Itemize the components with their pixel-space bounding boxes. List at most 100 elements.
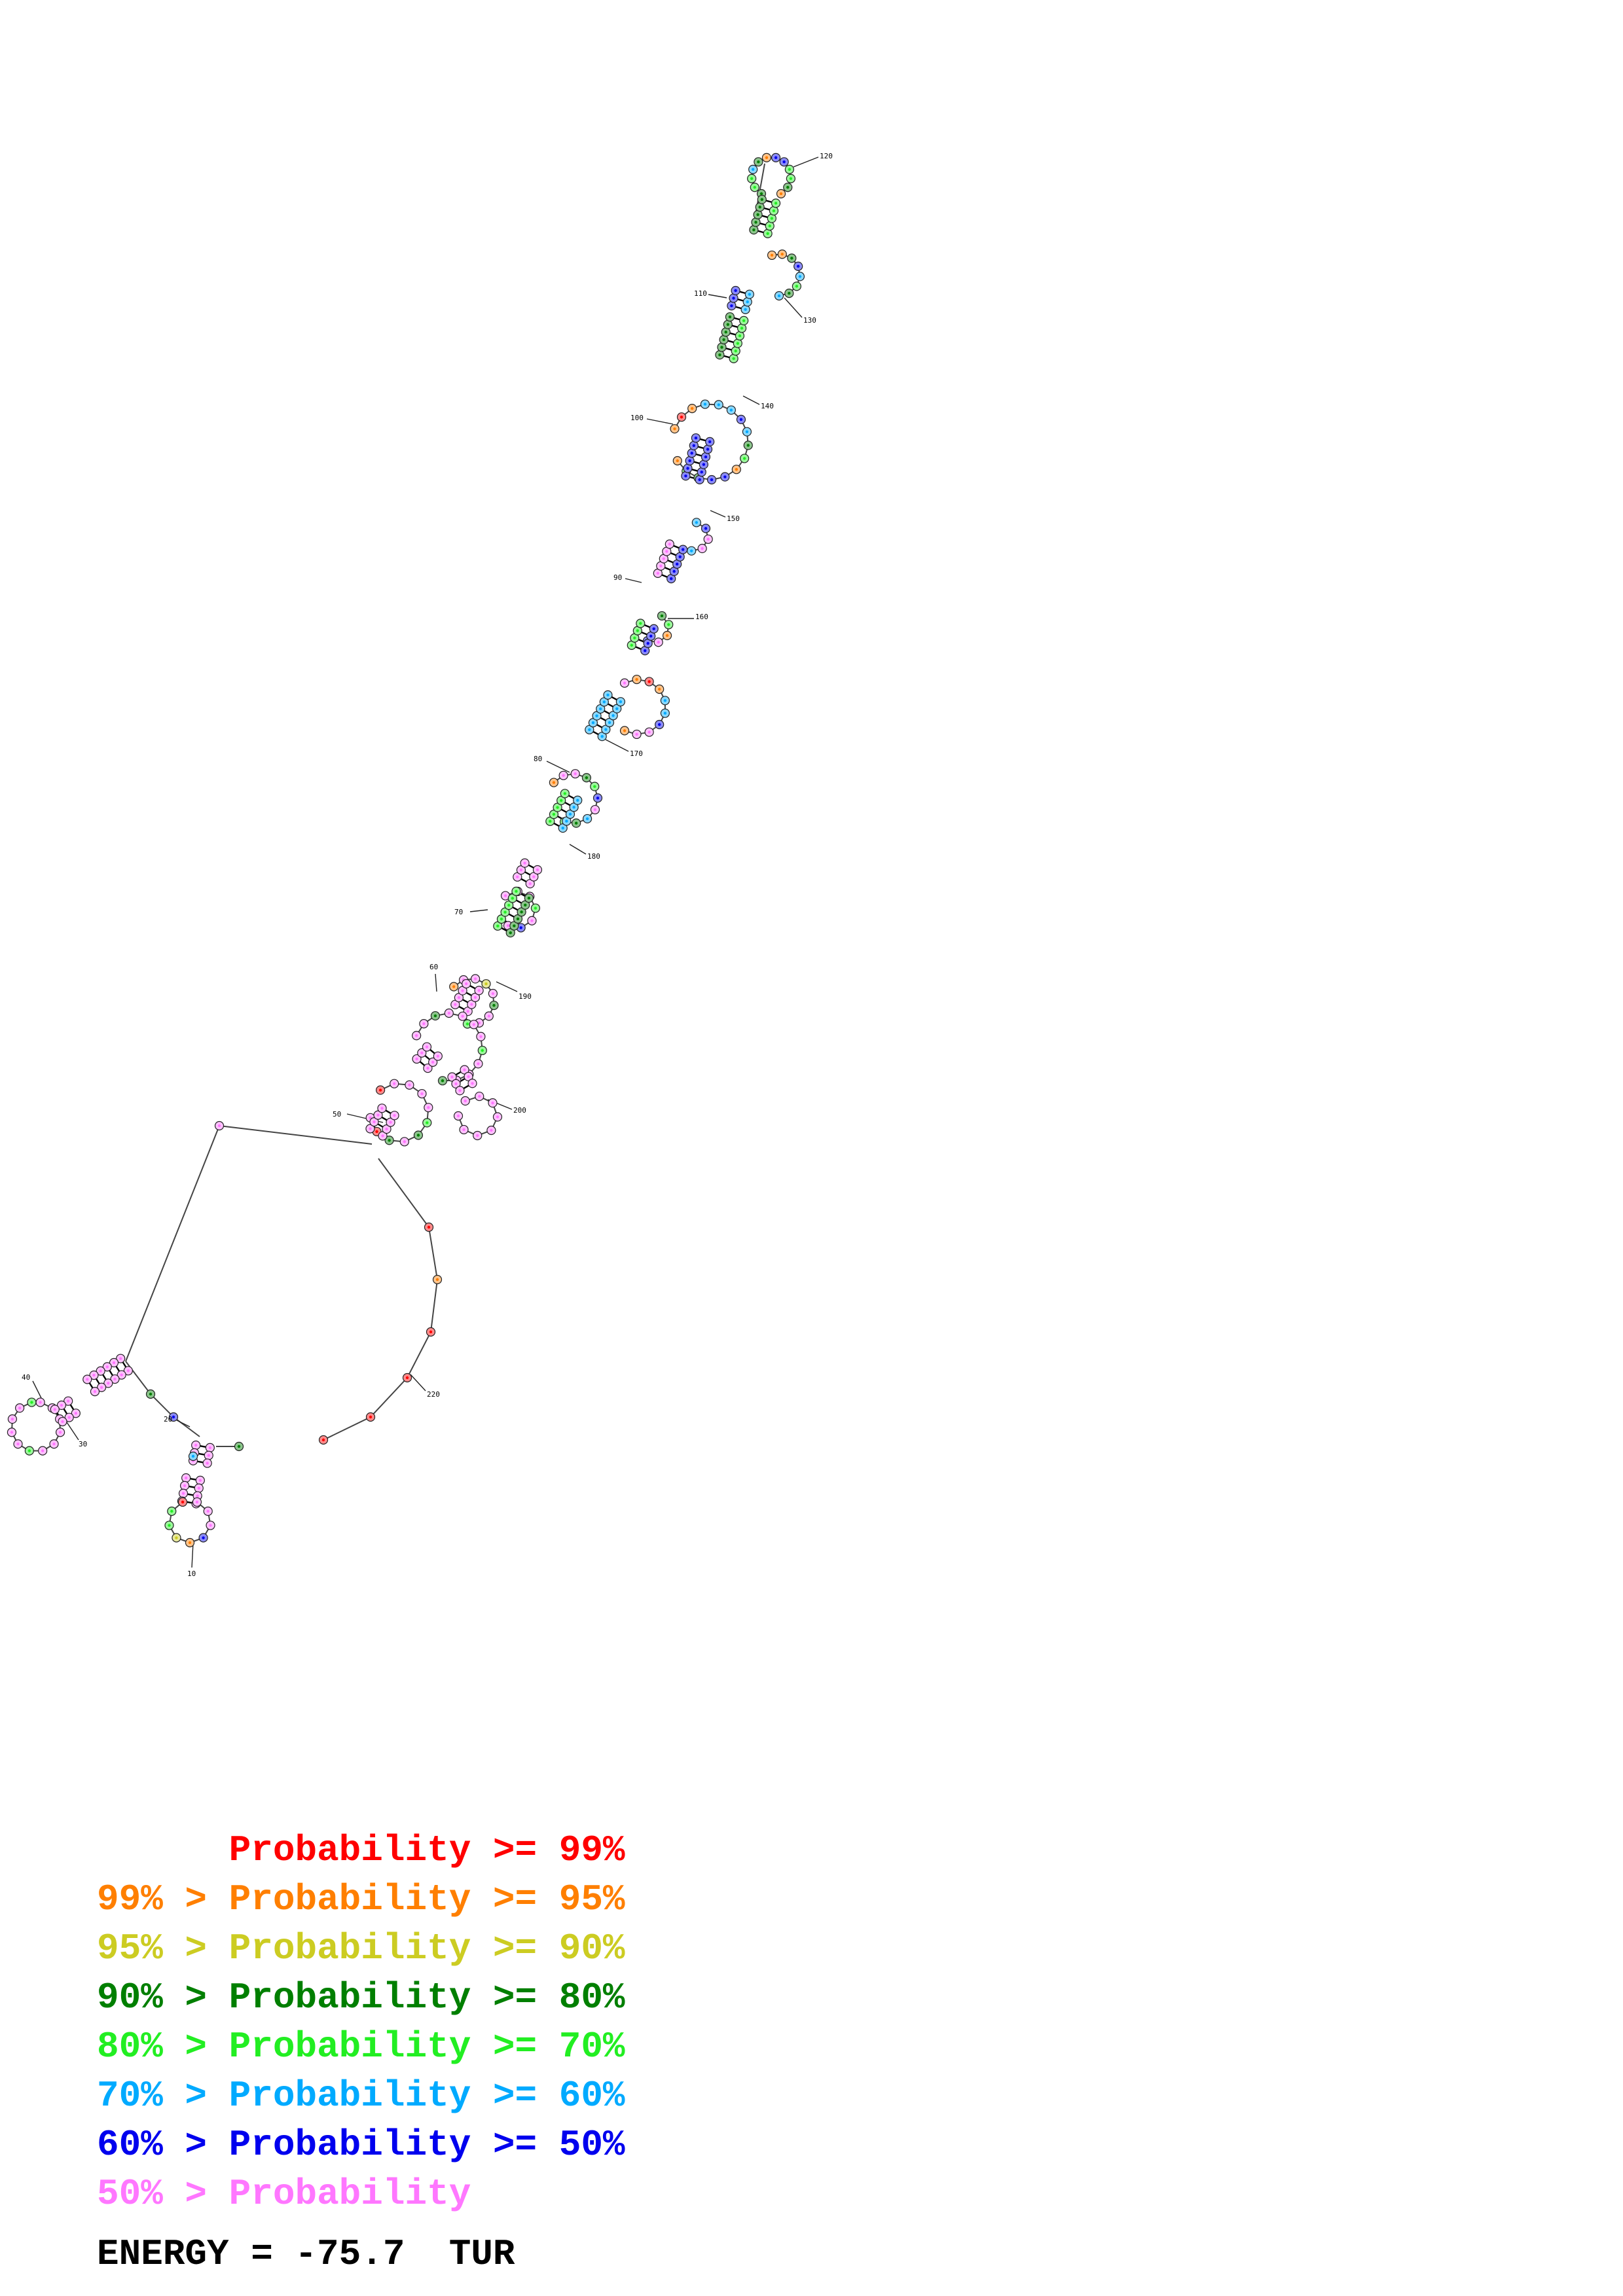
nucleotide-core <box>760 198 763 201</box>
nucleotide-core <box>206 1509 210 1513</box>
nucleotide-core <box>734 289 737 293</box>
nucleotide-core <box>572 806 575 809</box>
nucleotide-core <box>207 1454 210 1457</box>
nucleotide-core <box>461 989 464 992</box>
position-label: 40 <box>22 1373 30 1382</box>
nucleotide-core <box>425 1045 429 1049</box>
nucleotide-core <box>790 257 793 260</box>
nucleotide-core <box>53 1408 57 1411</box>
nucleotide-core <box>704 527 708 530</box>
nucleotide-core <box>708 440 712 444</box>
nucleotide-core <box>16 1443 20 1446</box>
nucleotide-core <box>703 403 707 406</box>
nucleotide-core <box>668 543 671 546</box>
nucleotide-core <box>435 1278 439 1282</box>
nucleotide-core <box>183 1484 187 1488</box>
nucleotide-core <box>113 1377 117 1381</box>
nucleotide-core <box>237 1444 241 1448</box>
nucleotide-core <box>369 1415 373 1419</box>
nucleotide-core <box>206 1462 209 1465</box>
nucleotide-core <box>60 1403 64 1407</box>
nucleotide-core <box>728 315 732 319</box>
nucleotide-core <box>746 300 749 304</box>
nucleotide-core <box>321 1438 325 1442</box>
nucleotide-core <box>369 1127 372 1130</box>
nucleotide-core <box>509 931 512 935</box>
nucleotide-core <box>788 168 792 171</box>
nucleotide-core <box>689 549 693 552</box>
legend-prefix: 99% > <box>97 1878 229 1920</box>
legend-row: 80% > Probability >= 70% <box>97 2022 625 2072</box>
nucleotide-core <box>467 1075 470 1079</box>
nucleotide-core <box>667 623 670 626</box>
nucleotide-core <box>389 1121 392 1124</box>
nucleotide-core <box>730 304 733 308</box>
nucleotide-core <box>457 996 461 999</box>
nucleotide-core <box>690 452 693 455</box>
position-pointer <box>496 981 518 992</box>
nucleotide-core <box>663 699 667 702</box>
nucleotide-core <box>405 1376 409 1380</box>
nucleotide-core <box>403 1140 407 1143</box>
nucleotide-core <box>66 1399 70 1403</box>
nucleotide-core <box>198 1479 202 1482</box>
nucleotide-core <box>780 253 784 256</box>
nucleotide-core <box>694 436 698 440</box>
nucleotide-core <box>18 1407 22 1410</box>
nucleotide-core <box>681 548 685 551</box>
energy-unit: TUR <box>448 2233 515 2275</box>
nucleotide-core <box>678 555 682 558</box>
nucleotide-core <box>647 730 651 734</box>
nucleotide-core <box>684 474 687 478</box>
nucleotide-core <box>724 331 727 334</box>
nucleotide-core <box>477 1062 480 1066</box>
nucleotide-core <box>756 213 759 217</box>
nucleotide-core <box>476 1134 479 1138</box>
nucleotide-core <box>202 1536 205 1539</box>
nucleotide-core <box>126 1369 130 1372</box>
nucleotide-core <box>74 1412 78 1415</box>
nucleotide-core <box>663 711 667 715</box>
legend-text: Probability >= 90% <box>228 1928 625 1969</box>
nucleotide-core <box>534 906 538 910</box>
nucleotide-core <box>757 160 760 164</box>
nucleotide-core <box>500 918 503 921</box>
legend-prefix: 80% > <box>97 2026 229 2068</box>
nucleotide-core <box>774 202 778 205</box>
nucleotide-core <box>426 1066 429 1070</box>
nucleotide-core <box>702 463 706 466</box>
nucleotide-core <box>92 1373 96 1377</box>
nucleotide-core <box>649 634 653 638</box>
nucleotide-core <box>506 924 510 927</box>
nucleotide-core <box>516 875 519 879</box>
position-pointer <box>784 297 803 318</box>
position-label: 200 <box>513 1106 526 1115</box>
nucleotide-core <box>450 1075 454 1079</box>
nucleotide-core <box>720 346 723 349</box>
nucleotide-core <box>194 1443 198 1447</box>
nucleotide-core <box>563 792 567 795</box>
nucleotide-core <box>191 1454 195 1458</box>
nucleotide-core <box>662 557 665 560</box>
nucleotide-core <box>515 889 518 893</box>
nucleotide-core <box>604 728 608 731</box>
position-label: 100 <box>630 414 644 422</box>
nucleotide-core <box>381 1134 384 1138</box>
nucleotide-core <box>492 1003 496 1007</box>
nucleotide-core <box>519 926 522 929</box>
nucleotide-core <box>513 924 516 927</box>
nucleotide-core <box>552 813 556 816</box>
nucleotide-core <box>464 982 468 986</box>
nucleotide-core <box>619 700 623 704</box>
nucleotide-core <box>441 1079 445 1083</box>
nucleotide-core <box>181 1492 185 1495</box>
nucleotide-core <box>789 177 793 181</box>
nucleotide-core <box>623 729 627 732</box>
nucleotide-core <box>686 467 689 470</box>
nucleotide-core <box>373 1120 376 1124</box>
nucleotide-core <box>149 1392 153 1396</box>
nucleotide-core <box>466 1009 469 1013</box>
nucleotide-core <box>692 444 695 447</box>
nucleotide-core <box>172 1415 175 1419</box>
nucleotide-core <box>615 707 619 710</box>
